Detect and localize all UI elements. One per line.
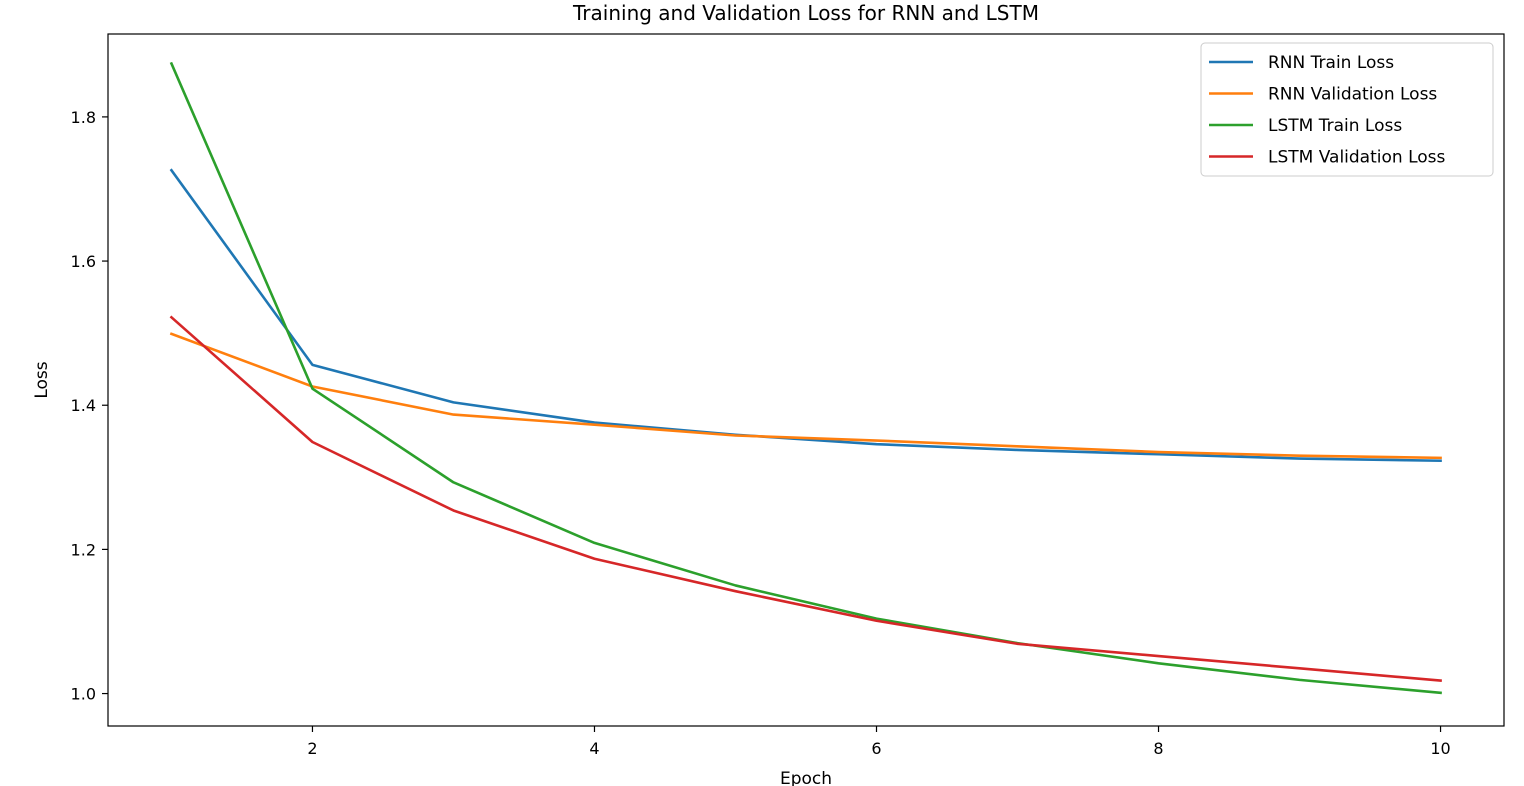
series-group [169, 61, 1442, 695]
x-tick-label: 6 [871, 739, 881, 758]
y-tick-label: 1.8 [71, 108, 96, 127]
chart-title: Training and Validation Loss for RNN and… [572, 1, 1039, 25]
x-tick-label: 4 [589, 739, 599, 758]
legend-label: RNN Validation Loss [1268, 85, 1437, 105]
series-line-lstm-validation-loss [169, 315, 1442, 682]
y-tick-label: 1.0 [71, 685, 96, 704]
series-line-rnn-train-loss [169, 168, 1442, 463]
legend-box [1200, 42, 1494, 177]
legend-label: RNN Train Loss [1268, 53, 1394, 73]
series-line-rnn-validation-loss [169, 332, 1442, 460]
series-line-lstm-train-loss [169, 61, 1442, 695]
x-axis: 2 4 6 8 10 [307, 726, 1451, 758]
x-tick-label: 10 [1430, 739, 1450, 758]
x-tick-label: 8 [1153, 739, 1163, 758]
y-tick-label: 1.6 [71, 252, 96, 271]
legend-label: LSTM Train Loss [1268, 116, 1402, 136]
x-tick-label: 2 [307, 739, 317, 758]
plot-area [107, 33, 1505, 727]
legend-label: LSTM Validation Loss [1268, 148, 1445, 168]
y-axis: 1.0 1.2 1.4 1.6 1.8 [71, 108, 108, 704]
x-axis-label: Epoch [780, 769, 832, 786]
y-tick-label: 1.2 [71, 540, 96, 559]
y-tick-label: 1.4 [71, 396, 96, 415]
legend: RNN Train Loss RNN Validation Loss LSTM Tr… [1200, 42, 1494, 177]
y-axis-label: Loss [32, 361, 52, 398]
